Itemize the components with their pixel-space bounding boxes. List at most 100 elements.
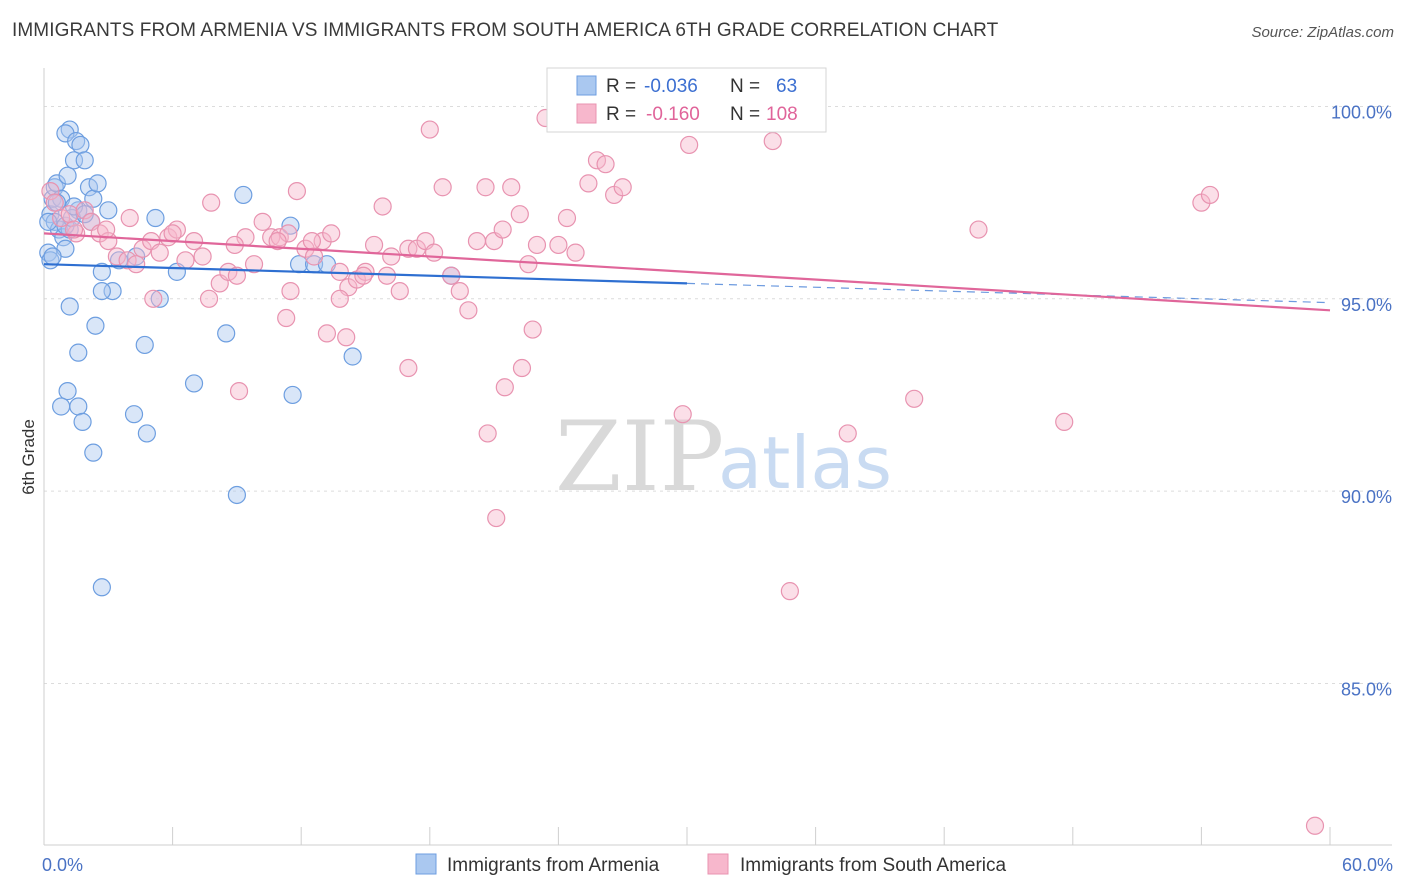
legend-r-value-2: -0.160 [646,104,700,125]
armenia-point-34 [92,262,111,281]
south-america-point-55 [502,178,521,197]
armenia-trendline-extension [686,282,1331,304]
south-america-point-100 [97,220,116,239]
legend-n-value-2: 108 [766,104,798,125]
south-america-point-73 [763,131,782,151]
y-tick-label-0: 100.0% [1331,102,1392,122]
south-america-point-107 [377,266,397,285]
legend-swatch-blue [576,75,597,96]
x-tick-label-end: 60.0% [1342,855,1393,875]
armenia-point-14 [64,151,84,170]
armenia-point-20 [88,174,107,193]
south-america-point-105 [302,231,322,251]
south-america-point-81 [337,328,356,347]
south-america-point-20 [202,193,221,212]
south-america-point-89 [673,405,692,424]
south-america-point-94 [780,582,799,601]
armenia-point-46 [343,347,362,366]
south-america-point-57 [519,255,538,274]
legend-r-label-1: R = [606,76,636,97]
armenia-point-43 [69,343,88,362]
south-america-point-10 [118,251,137,270]
armenia-point-54 [137,424,156,443]
armenia-point-53 [124,405,144,424]
south-america-point-34 [322,224,341,243]
south-america-point-72 [680,135,699,155]
south-america-point-42 [390,281,409,301]
south-america-point-104 [268,231,287,251]
chart-source: Source: ZipAtlas.com [1251,24,1394,41]
south-america-point-14 [150,243,169,262]
south-america-point-3 [60,205,79,224]
south-america-point-93 [487,508,506,528]
south-america-point-5 [75,201,94,220]
south-america-point-62 [566,243,585,262]
bottom-legend: Immigrants from Armenia Immigrants from … [415,853,1007,876]
south-america-point-63 [579,174,598,193]
south-america-point-64 [587,151,607,170]
legend-r-value-1: -0.036 [644,76,698,97]
legend-swatch-pink [576,103,597,124]
chart-title: IMMIGRANTS FROM ARMENIA VS IMMIGRANTS FR… [12,20,999,41]
armenia-point-35 [234,185,253,205]
armenia-point-61 [99,201,118,220]
armenia-point-17 [75,151,94,170]
south-america-point-46 [424,243,444,262]
y-axis-label: 6th Grade [19,419,38,495]
south-america-point-85 [330,289,349,308]
south-america-point-22 [219,262,238,281]
legend-n-label-2: N = [730,104,760,125]
south-america-point-52 [476,178,495,197]
armenia-point-47 [58,382,77,401]
armenia-point-51 [69,397,88,416]
south-america-point-61 [557,208,577,228]
south-america-point-58 [527,235,547,255]
armenia-point-52 [73,412,92,431]
bottom-legend-swatch-pink [707,853,729,875]
south-america-point-88 [229,382,249,401]
legend-r-label-2: R = [606,104,636,125]
south-america-point-87 [144,289,163,308]
armenia-point-50 [52,397,71,416]
south-america-point-51 [467,231,487,251]
south-america-point-39 [364,235,384,255]
south-america-point-32 [304,247,324,266]
south-america-point-102 [163,224,182,243]
watermark-zip: ZIP [555,401,724,513]
south-america-point-17 [176,251,195,270]
south-america-point-2 [52,208,71,228]
south-america-point-82 [317,324,337,343]
south-america-point-11 [127,255,146,274]
armenia-point-45 [217,324,236,343]
south-america-point-47 [433,178,452,197]
south-america-point-19 [193,247,212,266]
south-america-point-1 [45,193,64,212]
south-america-point-26 [253,212,272,231]
armenia-point-48 [184,374,204,393]
legend-n-label-1: N = [730,76,760,97]
legend-n-value-1: 63 [776,76,797,97]
armenia-point-27 [146,208,165,228]
south-america-trendline [43,232,1331,312]
south-america-point-23 [227,266,246,285]
bottom-legend-label-south-america: Immigrants from South America [740,855,1007,876]
south-america-point-76 [478,424,497,443]
watermark: ZIP atlas [555,401,892,513]
armenia-point-30 [150,289,169,308]
y-tick-label-1: 95.0% [1341,295,1392,315]
south-america-point-65 [596,155,615,174]
x-tick-labels: 0.0% 60.0% [42,855,1393,875]
south-america-point-68 [420,120,439,139]
south-america-point-40 [373,197,392,216]
south-america-point-60 [549,235,568,255]
south-america-point-86 [199,289,219,308]
south-america-point-50 [459,301,478,320]
armenia-point-55 [84,443,103,462]
armenia-point-44 [135,335,154,355]
south-america-point-83 [277,308,296,328]
south-america-point-92 [1055,412,1074,431]
armenia-point-42 [86,316,105,335]
south-america-point-9 [107,247,126,266]
armenia-point-32 [103,281,122,301]
